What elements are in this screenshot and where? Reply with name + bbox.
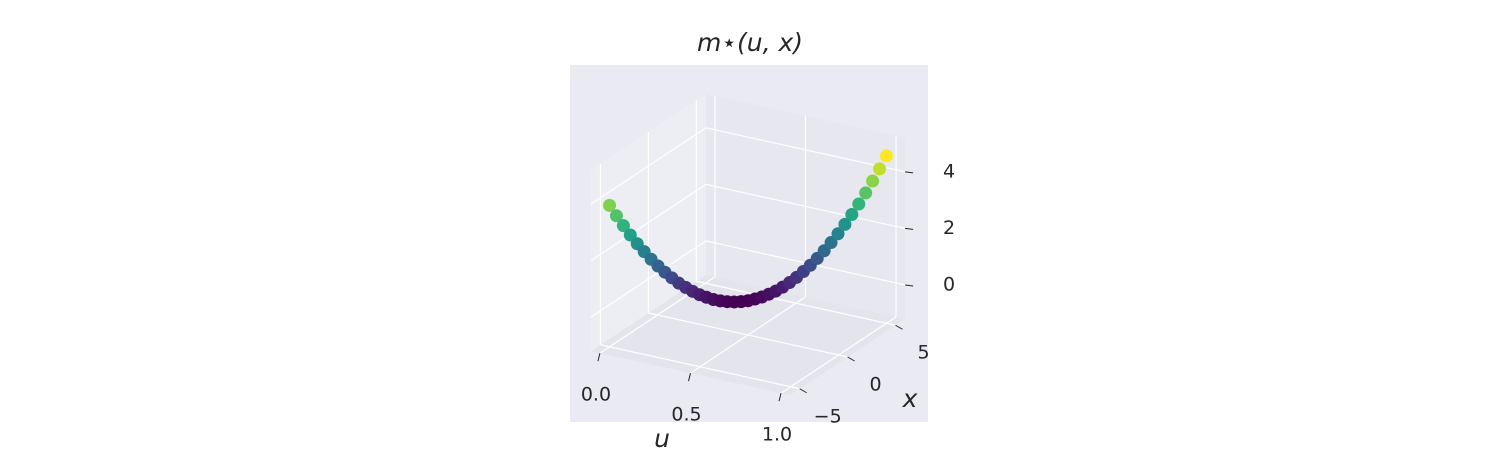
grid-line xyxy=(705,183,906,229)
u-tick-label: 0.5 xyxy=(671,404,701,426)
tick-mark xyxy=(895,324,903,330)
point xyxy=(873,162,887,176)
u-tick-label: 0.0 xyxy=(581,384,611,406)
tick-mark xyxy=(905,171,914,174)
point xyxy=(852,197,866,211)
grid-line xyxy=(705,127,906,173)
u-axis-label: u xyxy=(654,424,670,450)
tick-mark xyxy=(905,227,914,230)
grid-line xyxy=(696,280,896,326)
point xyxy=(824,236,838,250)
tick-mark xyxy=(905,284,914,287)
point xyxy=(609,209,623,223)
tick-mark xyxy=(778,392,782,402)
z-tick-label: 2 xyxy=(943,217,955,239)
point xyxy=(845,207,859,221)
tick-mark xyxy=(799,388,807,394)
tick-mark xyxy=(688,372,691,382)
x-tick-label: −5 xyxy=(814,405,842,427)
grid-line xyxy=(590,183,707,262)
point xyxy=(623,228,637,242)
point xyxy=(616,219,630,233)
point xyxy=(838,217,852,231)
point xyxy=(831,227,845,241)
tick-mark xyxy=(847,356,855,362)
point xyxy=(866,174,880,188)
point xyxy=(603,198,617,212)
point xyxy=(879,149,893,163)
x-tick-label: 5 xyxy=(917,342,929,364)
chart-title: m⋆(u, x) xyxy=(697,28,803,57)
grid-line xyxy=(590,127,707,205)
x-tick-label: 0 xyxy=(870,374,882,396)
grid-line xyxy=(590,240,707,318)
u-tick-label: 1.0 xyxy=(762,424,792,446)
x-axis-label: x xyxy=(902,384,918,413)
z-tick-label: 0 xyxy=(943,273,955,295)
z-tick-label: 4 xyxy=(943,160,955,182)
tick-mark xyxy=(597,352,601,362)
point xyxy=(859,186,873,200)
grid-line xyxy=(648,312,848,358)
grid-line xyxy=(600,344,800,390)
